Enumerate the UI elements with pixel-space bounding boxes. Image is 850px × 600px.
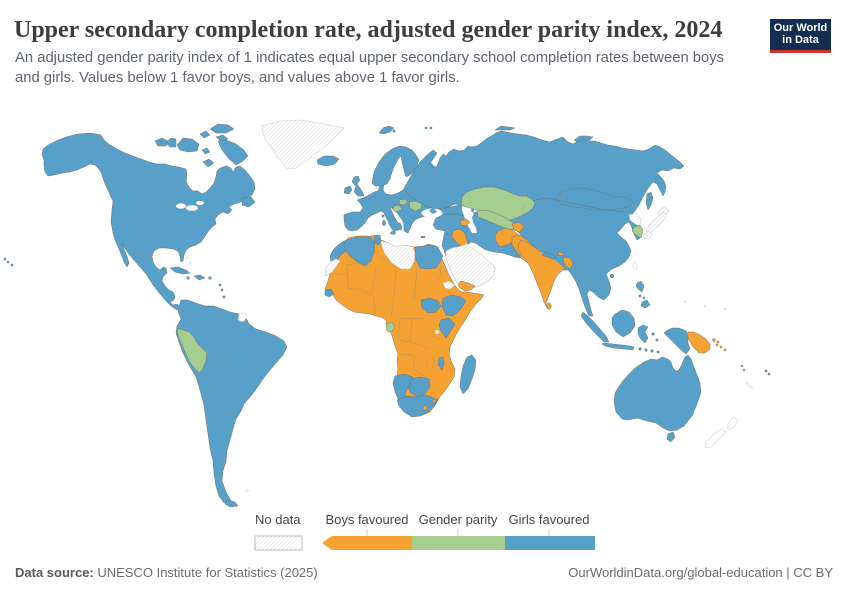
svg-text:Boys favoured: Boys favoured: [325, 512, 408, 527]
svg-text:Gender parity: Gender parity: [419, 512, 498, 527]
svg-text:Girls favoured: Girls favoured: [509, 512, 590, 527]
svg-text:No data: No data: [255, 512, 301, 527]
